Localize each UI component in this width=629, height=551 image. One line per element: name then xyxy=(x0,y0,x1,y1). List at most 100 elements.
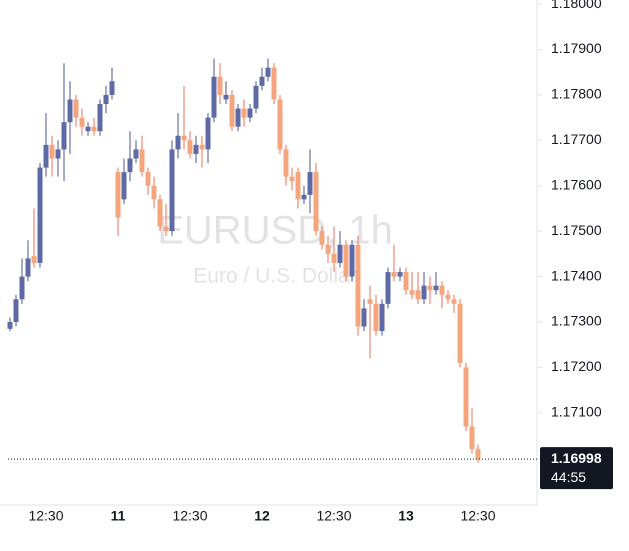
candle-body xyxy=(475,449,481,460)
candle-body xyxy=(127,158,133,173)
candle-body xyxy=(229,94,235,127)
candle-body xyxy=(325,244,331,254)
y-tick-label: 1.17500 xyxy=(551,222,602,238)
countdown-label: 44:55 xyxy=(551,469,586,485)
candle-body xyxy=(445,294,451,300)
candle-body xyxy=(373,303,379,332)
candle-body xyxy=(43,144,49,168)
candle-body xyxy=(31,256,37,263)
candle-body xyxy=(337,244,343,263)
candle-body xyxy=(265,67,271,77)
candle-body xyxy=(469,426,475,450)
candle-body xyxy=(397,272,403,277)
candle-body xyxy=(19,276,25,300)
candle-body xyxy=(289,176,295,182)
candle-body xyxy=(55,149,61,159)
y-tick-label: 1.18000 xyxy=(551,0,602,11)
candle-body xyxy=(91,126,97,132)
candle-body xyxy=(283,149,289,177)
candle-body xyxy=(385,272,391,304)
y-tick-label: 1.17700 xyxy=(551,131,602,147)
candle-body xyxy=(211,76,217,118)
candle-body xyxy=(13,299,19,322)
candle-body xyxy=(235,108,241,127)
candle-body xyxy=(331,253,337,263)
candle-body xyxy=(421,285,427,300)
candle-body xyxy=(187,140,193,154)
candle-body xyxy=(271,67,277,100)
candle-body xyxy=(73,99,79,118)
candle-body xyxy=(115,172,121,218)
x-tick-label: 12:30 xyxy=(460,508,495,524)
candle-body xyxy=(319,231,325,245)
x-tick-label: 12:30 xyxy=(28,508,63,524)
y-tick-label: 1.17200 xyxy=(551,358,602,374)
candle-body xyxy=(103,94,109,104)
candle-body xyxy=(349,244,355,277)
candle-body xyxy=(427,285,433,291)
candle-body xyxy=(37,167,43,263)
candle-body xyxy=(7,321,13,329)
last-price-box xyxy=(540,447,613,490)
candle-body xyxy=(217,76,223,95)
x-tick-label: 13 xyxy=(398,508,414,524)
candle-body xyxy=(67,99,73,123)
candle-body xyxy=(361,308,367,327)
y-tick-label: 1.17800 xyxy=(551,86,602,102)
candle-body xyxy=(457,303,463,363)
x-tick-label: 12 xyxy=(254,508,270,524)
candle-body xyxy=(451,299,457,304)
candle-body xyxy=(247,108,253,118)
candle-body xyxy=(97,103,103,132)
candle-body xyxy=(433,285,439,291)
candle-body xyxy=(391,272,397,277)
candle-body xyxy=(277,99,283,150)
candle-body xyxy=(193,144,199,154)
candle-body xyxy=(355,244,361,327)
candle-body xyxy=(139,149,145,173)
candle-body xyxy=(121,172,127,200)
y-tick-label: 1.17900 xyxy=(551,40,602,56)
candle-body xyxy=(307,172,313,195)
candle-body xyxy=(133,149,139,159)
candle-body xyxy=(79,117,85,127)
candle-body xyxy=(157,199,163,227)
candle-body xyxy=(175,135,181,150)
candle-body xyxy=(49,144,55,159)
candle-body xyxy=(109,81,115,95)
x-tick-label: 12:30 xyxy=(316,508,351,524)
candle-body xyxy=(415,290,421,300)
candle-body xyxy=(439,285,445,295)
candle-body xyxy=(313,172,319,232)
candle-body xyxy=(223,94,229,100)
candle-body xyxy=(463,367,469,427)
candle-body xyxy=(241,108,247,118)
candle-body xyxy=(181,135,187,141)
candle-body xyxy=(295,172,301,200)
y-tick-label: 1.17600 xyxy=(551,176,602,192)
x-tick-label: 11 xyxy=(111,508,126,524)
candle-body xyxy=(253,85,259,109)
candle-body xyxy=(145,172,151,186)
y-tick-label: 1.17400 xyxy=(551,267,602,283)
candle-body xyxy=(343,244,349,277)
candle-body xyxy=(367,299,373,304)
candle-body xyxy=(151,185,157,200)
candle-body xyxy=(25,258,31,277)
y-tick-label: 1.17100 xyxy=(551,404,602,420)
candle-body xyxy=(379,303,385,332)
candle-body xyxy=(61,122,67,150)
candle-body xyxy=(199,144,205,150)
x-tick-label: 12:30 xyxy=(172,508,207,524)
watermark-subtitle: Euro / U.S. Dollar xyxy=(193,265,356,288)
candle-body xyxy=(85,126,91,132)
candle-body xyxy=(169,149,175,232)
candle-body xyxy=(301,194,307,200)
candle-body xyxy=(205,117,211,150)
candle-body xyxy=(409,290,415,295)
candle-body xyxy=(403,272,409,291)
last-price-label: 1.16998 xyxy=(551,450,602,466)
candle-body xyxy=(259,76,265,86)
